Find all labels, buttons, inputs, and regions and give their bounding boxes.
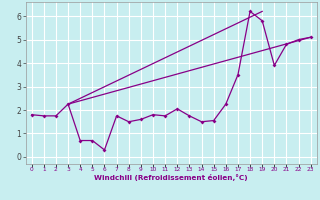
X-axis label: Windchill (Refroidissement éolien,°C): Windchill (Refroidissement éolien,°C) — [94, 174, 248, 181]
